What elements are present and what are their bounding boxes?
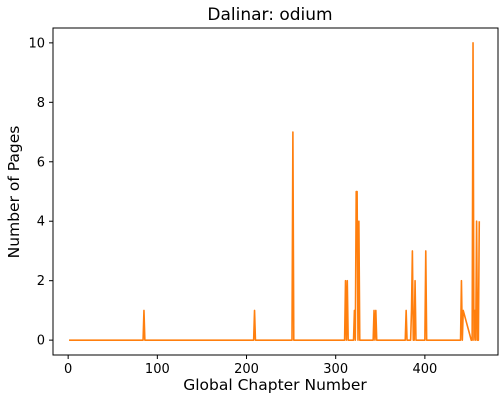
- x-tick-label: 300: [323, 362, 348, 377]
- ticks-layer: 0 100 200 300 400 0 2 4 6 8 10: [28, 36, 437, 377]
- x-tick-label: 400: [412, 362, 437, 377]
- plot-frame: [52, 27, 499, 356]
- y-tick-label: 2: [37, 274, 45, 289]
- y-tick-label: 0: [37, 334, 45, 349]
- series-line: [69, 42, 481, 341]
- y-tick-label: 4: [37, 215, 45, 230]
- x-tick-label: 100: [145, 362, 170, 377]
- chart-title: Dalinar: odium: [207, 5, 332, 25]
- y-tick-label: 8: [37, 96, 45, 111]
- y-tick-label: 10: [28, 36, 45, 51]
- y-axis-label: Number of Pages: [5, 126, 23, 259]
- x-tick-label: 200: [234, 362, 259, 377]
- series-layer: [69, 42, 481, 341]
- y-tick-label: 6: [37, 155, 45, 170]
- x-tick-label: 0: [64, 362, 72, 377]
- x-axis-label: Global Chapter Number: [183, 376, 367, 394]
